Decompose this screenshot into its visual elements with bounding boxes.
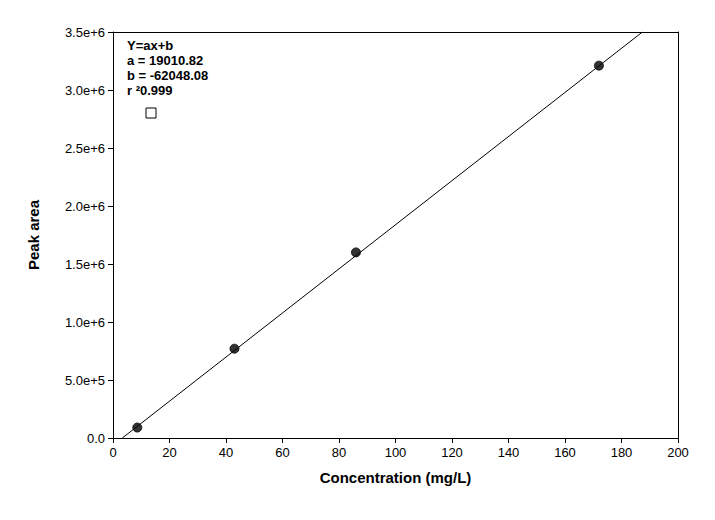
svg-text:Concentration (mg/L): Concentration (mg/L) xyxy=(320,469,472,486)
svg-text:0.0: 0.0 xyxy=(87,431,105,446)
svg-text:200: 200 xyxy=(667,445,689,460)
svg-text:60: 60 xyxy=(275,445,289,460)
svg-text:20: 20 xyxy=(162,445,176,460)
svg-text:1.0e+6: 1.0e+6 xyxy=(65,315,105,330)
svg-text:r ²0.999: r ²0.999 xyxy=(127,83,173,98)
svg-text:b = -62048.08: b = -62048.08 xyxy=(127,68,208,83)
svg-text:80: 80 xyxy=(332,445,346,460)
svg-text:1.5e+6: 1.5e+6 xyxy=(65,257,105,272)
svg-text:3.5e+6: 3.5e+6 xyxy=(65,25,105,40)
svg-text:120: 120 xyxy=(441,445,463,460)
svg-text:180: 180 xyxy=(611,445,633,460)
svg-text:140: 140 xyxy=(498,445,520,460)
svg-text:40: 40 xyxy=(219,445,233,460)
svg-text:2.0e+6: 2.0e+6 xyxy=(65,199,105,214)
svg-text:0: 0 xyxy=(109,445,116,460)
svg-text:3.0e+6: 3.0e+6 xyxy=(65,83,105,98)
svg-text:Peak area: Peak area xyxy=(25,199,42,270)
svg-text:5.0e+5: 5.0e+5 xyxy=(65,373,105,388)
svg-text:160: 160 xyxy=(554,445,576,460)
svg-text:Y=ax+b: Y=ax+b xyxy=(127,38,173,53)
svg-text:2.5e+6: 2.5e+6 xyxy=(65,141,105,156)
svg-text:a = 19010.82: a = 19010.82 xyxy=(127,53,203,68)
svg-text:100: 100 xyxy=(385,445,407,460)
